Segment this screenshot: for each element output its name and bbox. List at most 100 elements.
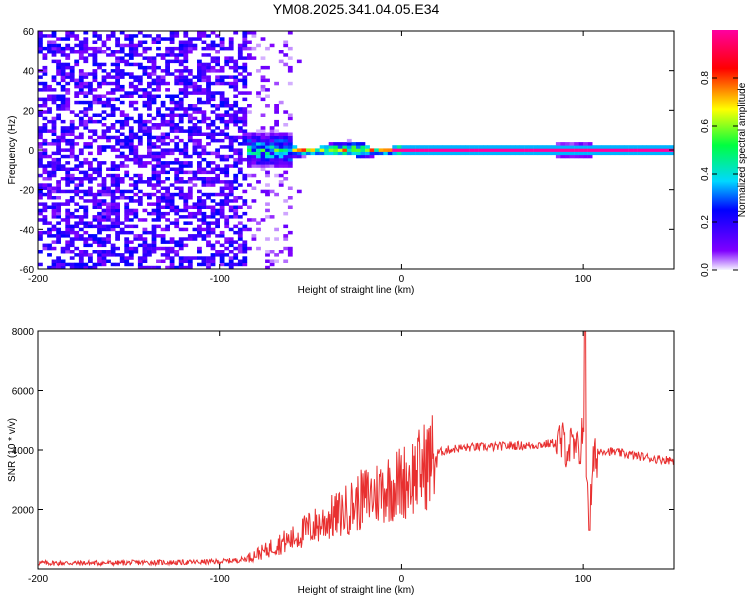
heatmap-cell (210, 91, 216, 95)
heatmap-cell (383, 151, 389, 156)
heatmap-cell (278, 157, 284, 162)
heatmap-cell (197, 177, 202, 181)
heatmap-cell (219, 211, 225, 216)
heatmap-cell (106, 53, 111, 57)
heatmap-cell (387, 148, 393, 152)
heatmap-cell (178, 59, 184, 64)
heatmap-cell (210, 59, 216, 64)
heatmap-cell (192, 202, 198, 206)
heatmap-cell (142, 265, 148, 269)
heatmap-cell (206, 196, 211, 200)
heatmap-cell (156, 173, 161, 178)
heatmap-cell (433, 145, 438, 149)
heatmap-cell (247, 132, 252, 136)
heatmap-cell (242, 69, 248, 73)
heatmap-cell (151, 192, 157, 197)
heatmap-cell (228, 208, 234, 213)
heatmap-cell (147, 119, 152, 124)
heatmap-cell (169, 246, 175, 251)
heatmap-cell (274, 142, 279, 146)
heatmap-cell (360, 154, 366, 159)
heatmap-cell (106, 34, 111, 38)
heatmap-cell (169, 138, 175, 143)
heatmap-cell (74, 167, 80, 171)
heatmap-cell (151, 78, 157, 83)
heatmap-cell (292, 148, 298, 152)
heatmap-cell (124, 62, 130, 67)
heatmap-cell (60, 75, 66, 79)
heatmap-cell (283, 164, 289, 168)
heatmap-cell (269, 164, 275, 168)
heatmap-cell (469, 145, 475, 149)
heatmap-cell (83, 59, 89, 64)
heatmap-cell (65, 177, 71, 181)
heatmap-cell (183, 65, 189, 70)
heatmap-cell (274, 148, 279, 152)
heatmap-cell (124, 256, 130, 260)
heatmap-cell (274, 154, 279, 159)
heatmap-cell (192, 123, 198, 127)
heatmap-cell (206, 126, 211, 130)
heatmap-cell (65, 107, 71, 111)
heatmap-cell (446, 151, 452, 156)
heatmap-cell (256, 164, 261, 168)
heatmap-cell (655, 148, 661, 152)
heatmap-cell (133, 132, 139, 136)
heatmap-cell (156, 177, 161, 181)
heatmap-cell (65, 72, 71, 76)
heatmap-cell (42, 72, 48, 76)
heatmap-cell (137, 189, 143, 194)
heatmap-cell (269, 145, 275, 149)
heatmap-cell (237, 250, 243, 254)
heatmap-cell (115, 211, 120, 216)
heatmap-cell (128, 94, 134, 98)
heatmap-cell (156, 94, 161, 98)
heatmap-cell (206, 69, 211, 73)
heatmap-cell (115, 234, 120, 238)
heatmap-cell (115, 237, 120, 241)
heatmap-cell (519, 151, 525, 156)
heatmap-cell (197, 145, 202, 149)
heatmap-cell (65, 56, 71, 60)
heatmap-cell (69, 78, 75, 83)
heatmap-cell (160, 53, 166, 57)
heatmap-cell (147, 126, 152, 130)
heatmap-cell (56, 196, 61, 200)
heatmap-cell (119, 50, 125, 54)
heatmap-cell (106, 81, 111, 86)
heatmap-cell (256, 145, 261, 149)
heatmap-cell (260, 218, 266, 222)
heatmap-cell (283, 135, 289, 140)
heatmap-cell (260, 167, 266, 171)
x-tick-label: -200 (28, 274, 48, 285)
heatmap-cell (124, 215, 130, 219)
heatmap-cell (133, 78, 139, 83)
heatmap-cell (237, 259, 243, 263)
heatmap-cell (228, 189, 234, 194)
heatmap-cell (356, 142, 361, 146)
heatmap-cell (137, 81, 143, 86)
heatmap-cell (97, 215, 102, 219)
heatmap-cell (151, 230, 157, 235)
heatmap-cell (151, 97, 157, 102)
heatmap-cell (97, 34, 102, 38)
heatmap-cell (74, 237, 80, 241)
snr-series-line (38, 331, 674, 567)
heatmap-cell (356, 145, 361, 149)
heatmap-cell (83, 145, 89, 149)
heatmap-cell (92, 218, 98, 222)
heatmap-cell (260, 157, 266, 162)
heatmap-cell (156, 154, 161, 159)
heatmap-cell (60, 53, 66, 57)
heatmap-cell (65, 243, 71, 248)
heatmap-cell (242, 56, 248, 60)
heatmap-cell (124, 154, 130, 159)
heatmap-cell (496, 145, 502, 149)
heatmap-cell (65, 132, 71, 136)
heatmap-cell (88, 100, 93, 105)
heatmap-cell (169, 97, 175, 102)
heatmap-cell (287, 250, 293, 254)
heatmap-cell (206, 240, 211, 244)
heatmap-cell (97, 250, 102, 254)
heatmap-cell (88, 164, 93, 168)
